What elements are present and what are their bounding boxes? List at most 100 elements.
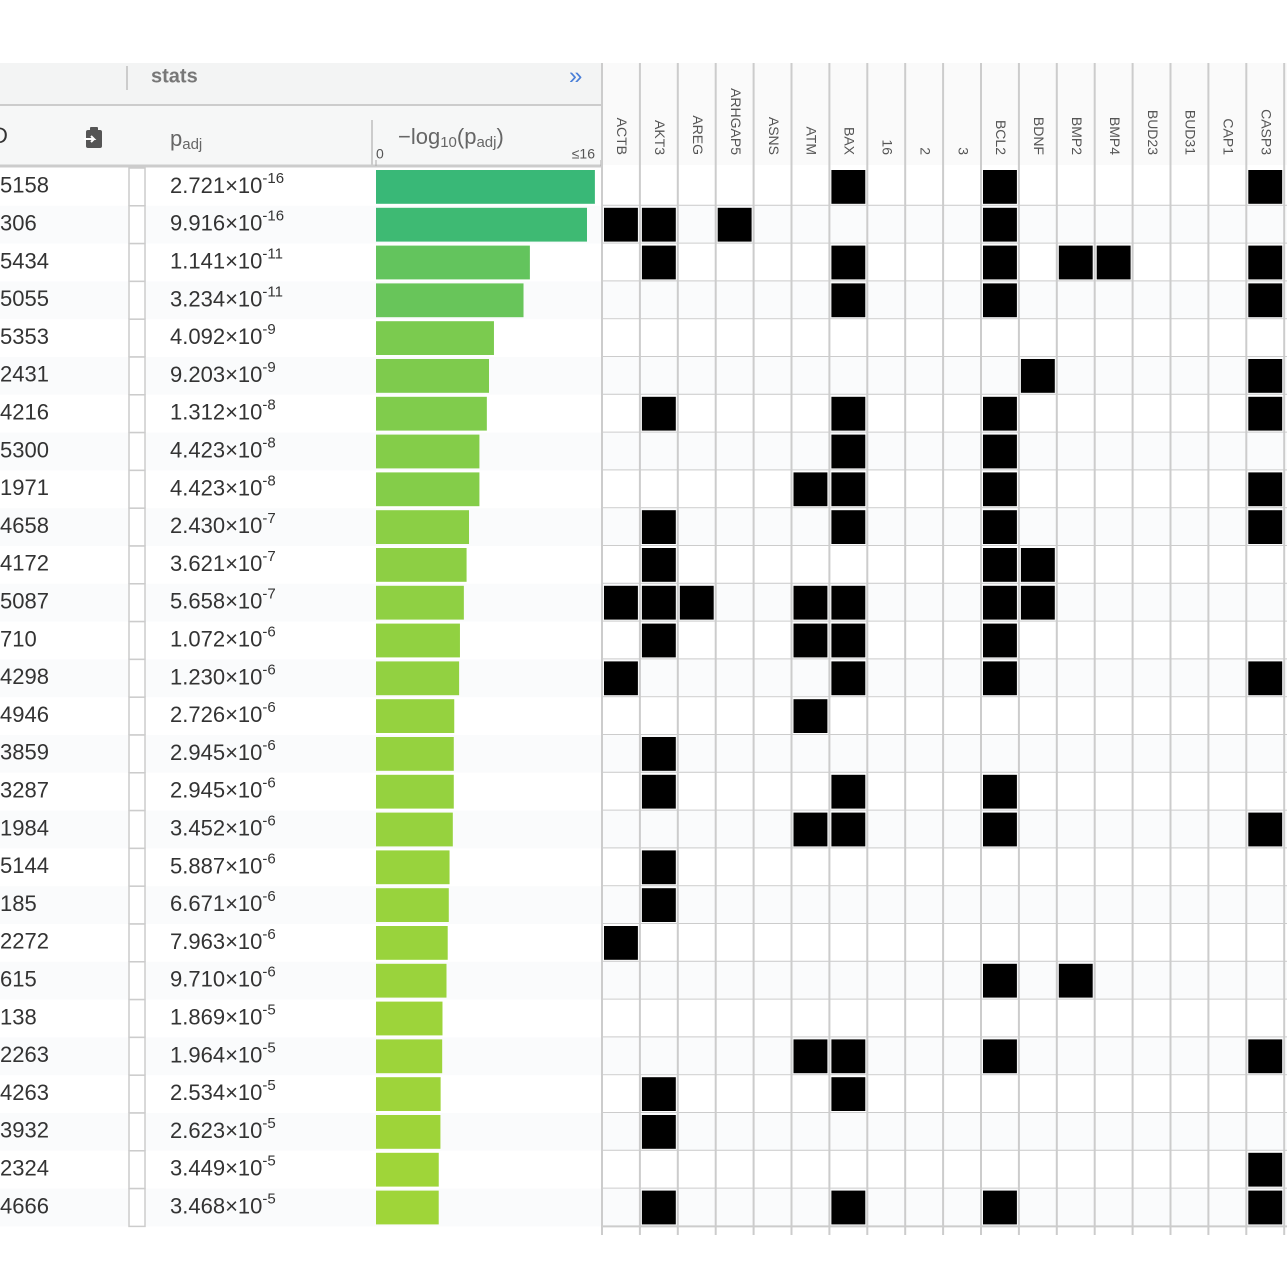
expand-button[interactable]: » [569, 62, 582, 89]
membership-cell [1020, 359, 1055, 393]
gene-header[interactable]: BMP4 [1107, 117, 1123, 155]
row-checkbox[interactable] [128, 998, 146, 1039]
row-checkbox[interactable] [128, 356, 146, 396]
times-ten: ×10 [225, 1042, 262, 1067]
row-checkbox[interactable] [128, 507, 146, 547]
row-checkbox[interactable] [128, 885, 146, 925]
row-checkbox[interactable] [128, 242, 146, 283]
gene-header[interactable]: BDNF [1031, 117, 1047, 155]
gene-header[interactable]: BUD23 [1145, 110, 1161, 155]
row-id: 5144 [0, 853, 49, 878]
id-header[interactable]: D [0, 123, 8, 148]
bar [376, 510, 470, 544]
membership-cell [1058, 245, 1093, 280]
row-id: 3287 [0, 778, 49, 803]
row-checkbox[interactable] [128, 318, 146, 358]
row-checkbox[interactable] [128, 923, 146, 963]
row-checkbox[interactable] [128, 620, 146, 661]
membership-cell [1248, 661, 1283, 696]
gene-header[interactable]: ACTB [614, 118, 630, 155]
padj-value: 9.710×10-6 [170, 964, 276, 992]
membership-cell [604, 207, 638, 242]
membership-cell [831, 510, 866, 544]
exponent: -7 [262, 548, 275, 565]
membership-cell [1020, 548, 1055, 582]
row-checkbox[interactable] [128, 545, 146, 585]
gene-header[interactable]: BUD31 [1183, 110, 1199, 155]
row-checkbox[interactable] [128, 1150, 146, 1190]
times-ten: ×10 [225, 891, 262, 916]
row-checkbox[interactable] [128, 809, 146, 850]
membership-cell [604, 926, 638, 960]
row-checkbox[interactable] [128, 1187, 146, 1228]
gene-header[interactable]: ARHGAP5 [728, 88, 744, 155]
bar-header[interactable]: −log10(padj) [398, 124, 504, 151]
exponent: -16 [262, 208, 284, 225]
gene-header[interactable]: 3 [955, 147, 971, 155]
bar [376, 850, 450, 885]
row-checkbox[interactable] [128, 1112, 146, 1152]
gene-header[interactable]: BMP2 [1069, 117, 1085, 155]
row-checkbox[interactable] [128, 772, 146, 812]
row-checkbox[interactable] [128, 431, 146, 472]
clipboard-icon[interactable] [84, 127, 102, 148]
times-ten: ×10 [225, 589, 262, 614]
row-id: 5434 [0, 248, 49, 273]
row-checkbox[interactable] [128, 696, 146, 736]
padj-value: 2.430×10-7 [170, 510, 276, 538]
row-bg [0, 924, 1287, 962]
bar [376, 1190, 439, 1225]
row-id: 615 [0, 967, 37, 992]
gene-header[interactable]: 16 [880, 139, 896, 155]
row-checkbox[interactable] [128, 583, 146, 623]
row-checkbox[interactable] [128, 734, 146, 774]
padj-value: 4.423×10-8 [170, 472, 276, 500]
padj-value: 2.721×10-16 [170, 170, 284, 198]
gene-header[interactable]: AREG [690, 115, 706, 155]
gene-header[interactable]: CAP1 [1221, 118, 1237, 155]
gene-header[interactable]: CASP3 [1259, 109, 1275, 155]
row-checkbox[interactable] [128, 1036, 146, 1076]
mantissa: 9.203 [170, 362, 225, 387]
membership-cell [983, 661, 1017, 696]
row-checkbox[interactable] [128, 847, 146, 887]
row-checkbox[interactable] [128, 658, 146, 698]
gene-header[interactable]: ASNS [766, 117, 782, 155]
mantissa: 1.964 [170, 1042, 225, 1067]
times-ten: ×10 [225, 551, 262, 576]
membership-cell [793, 623, 828, 658]
exponent: -8 [262, 472, 275, 489]
bar [376, 170, 595, 204]
times-ten: ×10 [225, 324, 262, 349]
gene-header[interactable]: ATM [804, 126, 820, 155]
membership-cell [983, 396, 1017, 431]
row-checkbox[interactable] [128, 280, 146, 320]
bar [376, 623, 460, 658]
bar [376, 774, 454, 809]
times-ten: ×10 [225, 286, 262, 311]
mantissa: 7.963 [170, 929, 225, 954]
membership-cell [1248, 812, 1283, 847]
membership-cell [793, 585, 828, 620]
membership-cell [831, 245, 866, 280]
row-checkbox[interactable] [128, 469, 146, 509]
row-checkbox[interactable] [128, 205, 146, 245]
gene-header[interactable]: 2 [917, 147, 933, 155]
padj-value: 1.964×10-5 [170, 1039, 276, 1067]
row-checkbox[interactable] [128, 394, 146, 434]
row-checkbox[interactable] [128, 1074, 146, 1114]
padj-value: 9.916×10-16 [170, 208, 284, 236]
membership-cell [641, 585, 676, 620]
membership-cell [831, 812, 866, 847]
mantissa: 2.945 [170, 740, 225, 765]
row-checkbox[interactable] [128, 961, 146, 1001]
padj-header[interactable]: padj [170, 126, 202, 153]
membership-cell [641, 207, 676, 242]
row-checkbox[interactable] [128, 167, 146, 207]
gene-header[interactable]: BCL2 [993, 120, 1009, 155]
gene-header[interactable]: AKT3 [652, 120, 668, 155]
row-bg [0, 168, 1287, 206]
membership-cell [793, 699, 828, 733]
gene-header[interactable]: BAX [842, 127, 858, 156]
